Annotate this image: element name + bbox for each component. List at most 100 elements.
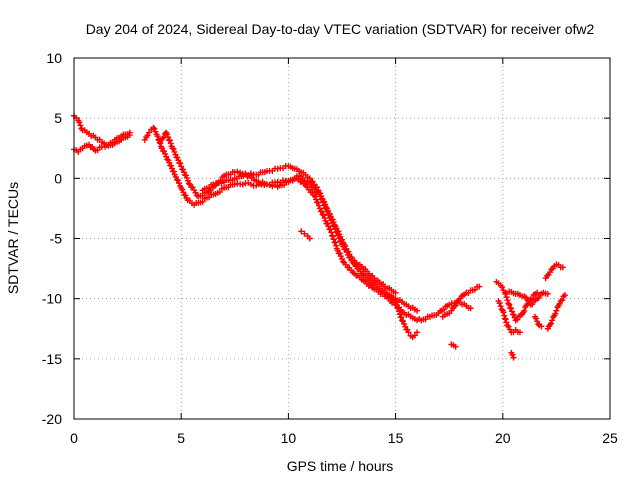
- data-point-fill: [174, 177, 181, 184]
- data-point: [317, 193, 324, 200]
- data-point-fill: [76, 119, 83, 126]
- data-point-fill: [182, 192, 189, 199]
- data-point-fill: [315, 202, 322, 209]
- data-point-fill: [411, 332, 418, 339]
- data-point-fill: [535, 294, 542, 301]
- data-point: [538, 323, 545, 330]
- data-point-fill: [503, 319, 510, 326]
- data-point-fill: [502, 316, 509, 323]
- data-point-fill: [324, 220, 331, 227]
- data-point-fill: [166, 159, 173, 166]
- data-point: [146, 129, 153, 136]
- data-point-fill: [559, 297, 566, 304]
- data-point-fill: [171, 148, 178, 155]
- data-point-fill: [184, 177, 191, 184]
- data-point-fill: [185, 180, 192, 187]
- data-point-fill: [394, 302, 401, 309]
- axis-ticks: [73, 57, 611, 420]
- data-point: [150, 124, 157, 131]
- data-point-fill: [163, 153, 170, 160]
- data-point-fill: [179, 186, 186, 193]
- data-point: [506, 301, 513, 308]
- data-point-fill: [509, 351, 516, 358]
- data-point: [306, 175, 313, 182]
- data-point-fill: [316, 205, 323, 212]
- data-point: [559, 264, 566, 271]
- x-tick-label: 5: [177, 430, 185, 446]
- data-point-fill: [503, 294, 510, 301]
- data-point-fill: [343, 249, 350, 256]
- plot-frame: [73, 57, 611, 420]
- data-point: [452, 343, 459, 350]
- data-point: [516, 329, 523, 336]
- data-point-fill: [207, 187, 214, 194]
- data-point-fill: [199, 198, 206, 205]
- data-point-fill: [162, 150, 169, 157]
- data-point-fill: [396, 311, 403, 318]
- data-point: [154, 133, 161, 140]
- tick-labels: 0 5 10 15 20 25 -20 -15 -10 -5 0 5 10: [42, 50, 618, 446]
- data-point: [169, 145, 176, 152]
- data-point: [510, 354, 517, 361]
- data-point-fill: [521, 307, 528, 314]
- data-point-fill: [497, 303, 504, 310]
- data-point-fill: [393, 299, 400, 306]
- data-point-fill: [183, 174, 190, 181]
- data-point-fill: [342, 246, 349, 253]
- data-point-fill: [496, 300, 503, 307]
- data-point-fill: [170, 146, 177, 153]
- data-point: [178, 163, 185, 170]
- data-point-fill: [314, 199, 321, 206]
- data-point-fill: [329, 233, 336, 240]
- data-point: [414, 329, 421, 336]
- y-tick-label: 5: [54, 110, 62, 126]
- data-point: [399, 317, 406, 324]
- data-point-fill: [504, 297, 511, 304]
- data-point: [476, 283, 483, 290]
- data-point-fill: [340, 258, 347, 265]
- data-point-fill: [77, 122, 84, 129]
- data-point-fill: [326, 212, 333, 219]
- data-point-fill: [556, 300, 563, 307]
- data-point-fill: [167, 140, 174, 147]
- data-point: [544, 290, 551, 297]
- data-point-fill: [335, 232, 342, 239]
- data-points: [71, 112, 568, 361]
- data-point: [467, 305, 474, 312]
- data-point-fill: [329, 219, 336, 226]
- data-point-fill: [164, 131, 171, 138]
- data-point: [534, 289, 541, 296]
- data-point-fill: [508, 308, 515, 315]
- y-tick-label: 10: [46, 50, 62, 66]
- data-point-fill: [347, 254, 354, 261]
- data-point-fill: [312, 193, 319, 200]
- data-point-fill: [505, 323, 512, 330]
- data-point-fill: [320, 199, 327, 206]
- data-point-fill: [514, 316, 521, 323]
- data-point: [301, 230, 308, 237]
- data-point-fill: [170, 168, 177, 175]
- y-tick-label: -10: [42, 291, 62, 307]
- data-point-fill: [400, 318, 407, 325]
- data-point-fill: [396, 308, 403, 315]
- data-point-fill: [501, 312, 508, 319]
- data-point: [405, 329, 412, 336]
- data-point-fill: [336, 250, 343, 257]
- y-axis-label: SDTVAR / TECUs: [5, 182, 21, 294]
- data-point-fill: [323, 205, 330, 212]
- data-point-fill: [164, 156, 171, 163]
- x-tick-label: 15: [388, 430, 404, 446]
- data-point-fill: [440, 306, 447, 313]
- data-point-fill: [182, 172, 189, 179]
- data-point-fill: [452, 302, 459, 309]
- data-point-fill: [333, 242, 340, 249]
- y-tick-label: -20: [42, 411, 62, 427]
- data-point-fill: [169, 165, 176, 172]
- data-point-fill: [499, 284, 506, 291]
- data-point: [298, 228, 305, 235]
- data-point-fill: [337, 253, 344, 260]
- data-point-fill: [180, 166, 187, 173]
- x-tick-label: 10: [281, 430, 297, 446]
- data-point: [126, 132, 133, 139]
